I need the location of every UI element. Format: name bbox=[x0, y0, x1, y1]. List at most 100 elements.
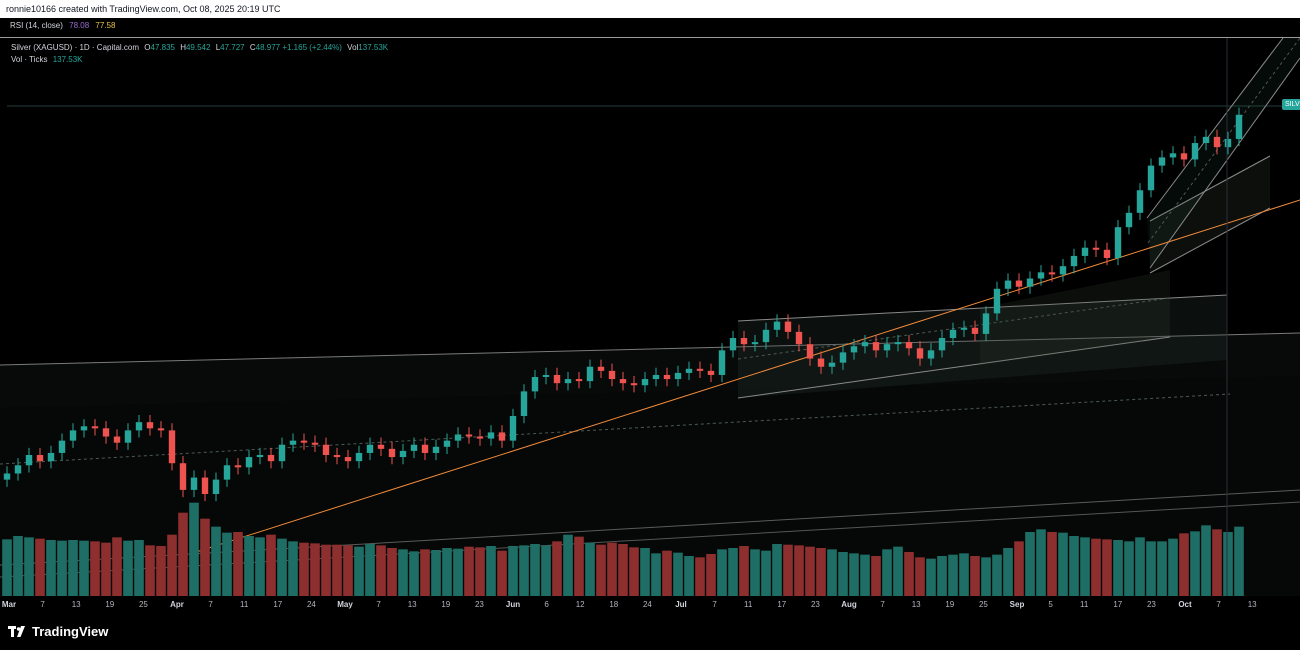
close-value: 48.977 bbox=[255, 43, 281, 52]
candle-body bbox=[663, 374, 671, 380]
candle-body bbox=[366, 444, 374, 453]
candle-body bbox=[806, 344, 814, 359]
candle-body bbox=[311, 442, 319, 445]
candle-body bbox=[14, 465, 22, 474]
volume-bar bbox=[1179, 533, 1189, 596]
candle-body bbox=[982, 313, 990, 334]
volume-bar bbox=[585, 542, 595, 596]
channel-fill bbox=[1150, 156, 1270, 273]
x-tick-label: 13 bbox=[407, 600, 417, 609]
x-tick-label: 23 bbox=[474, 600, 484, 609]
high-value: 49.542 bbox=[185, 43, 211, 52]
candle-body bbox=[861, 342, 869, 347]
candle-body bbox=[1213, 136, 1221, 148]
candle-body bbox=[300, 440, 308, 443]
volume-bar bbox=[926, 558, 936, 596]
candle-body bbox=[1136, 190, 1144, 213]
tradingview-logo-icon bbox=[8, 625, 25, 637]
channel-lower-line bbox=[1149, 57, 1300, 269]
candle-body bbox=[421, 444, 429, 453]
candle-body bbox=[135, 422, 143, 431]
candle-body bbox=[872, 342, 880, 351]
volume-bar bbox=[376, 545, 386, 596]
x-tick-label: 11 bbox=[744, 600, 753, 609]
tradingview-brand: TradingView bbox=[32, 624, 109, 639]
x-axis[interactable]: Mar 7 13 19 25 Apr 7 11 17 24 May 7 13 19 23 Jun 6 12 18 24… bbox=[0, 596, 1300, 616]
candle-body bbox=[773, 321, 781, 330]
x-tick-label: 24 bbox=[306, 600, 316, 609]
candle-body bbox=[960, 327, 968, 330]
candle-body bbox=[905, 342, 913, 349]
candle-body bbox=[652, 374, 660, 380]
volume-bar bbox=[684, 556, 694, 596]
candle-body bbox=[1004, 280, 1012, 289]
tradingview-logo[interactable]: TradingView bbox=[8, 624, 108, 639]
candle-body bbox=[553, 374, 561, 384]
x-tick-label: 17 bbox=[1113, 600, 1123, 609]
candle-body bbox=[146, 422, 154, 429]
channel-fill bbox=[980, 270, 1170, 365]
x-tick-label: 25 bbox=[138, 600, 148, 609]
volume-bar bbox=[266, 534, 276, 596]
volume-bar bbox=[662, 550, 672, 596]
candle-body bbox=[124, 430, 132, 443]
candle-body bbox=[1037, 272, 1045, 279]
vol-value: 137.53K bbox=[358, 43, 389, 52]
candle-body bbox=[168, 430, 176, 464]
price-chart[interactable] bbox=[0, 38, 1300, 596]
candle-body bbox=[674, 372, 682, 380]
symbol-label: Silver (XAGUSD) · 1D · Capital.com bbox=[11, 43, 140, 52]
candle-body bbox=[454, 434, 462, 441]
volume-bar bbox=[618, 544, 628, 596]
candle-body bbox=[102, 428, 110, 437]
candle-body bbox=[179, 463, 187, 490]
candle-body bbox=[223, 465, 231, 480]
volume-bar bbox=[574, 536, 584, 596]
rsi-label: RSI (14, close) bbox=[10, 21, 63, 30]
low-key: L bbox=[215, 43, 221, 52]
x-tick-label: 23 bbox=[810, 600, 820, 609]
volume-bar bbox=[178, 512, 188, 596]
volume-bar bbox=[607, 542, 617, 596]
volume-bar bbox=[519, 545, 529, 596]
candle-body bbox=[795, 331, 803, 345]
channel-fill bbox=[0, 376, 1300, 596]
candle-body bbox=[696, 368, 704, 371]
candle-body bbox=[432, 446, 440, 453]
candle-body bbox=[1169, 153, 1177, 158]
volume-bar bbox=[772, 544, 782, 596]
candle-body bbox=[1147, 165, 1155, 191]
candle-body bbox=[113, 436, 121, 443]
volume-bar bbox=[827, 549, 837, 596]
volume-bar bbox=[651, 553, 661, 596]
rsi-value-2: 77.58 bbox=[95, 21, 116, 30]
volume-legend-row: Vol · Ticks 137.53K bbox=[11, 54, 388, 66]
volume-bar bbox=[46, 540, 56, 596]
volume-bar bbox=[288, 541, 298, 596]
volume-bar bbox=[596, 544, 606, 596]
x-tick-label: 13 bbox=[1247, 600, 1257, 609]
volume-bar bbox=[629, 547, 639, 596]
x-tick-label: Sep bbox=[1009, 600, 1025, 609]
x-tick-label: 7 bbox=[40, 600, 45, 609]
x-tick-label: 17 bbox=[273, 600, 283, 609]
ohlc-legend-row: Silver (XAGUSD) · 1D · Capital.com O47.8… bbox=[11, 42, 388, 54]
volume-bar bbox=[673, 552, 683, 596]
x-tick-label: 13 bbox=[911, 600, 921, 609]
volume-bar bbox=[563, 534, 573, 596]
x-tick-label: May bbox=[337, 600, 353, 609]
x-tick-label: Apr bbox=[170, 600, 184, 609]
x-tick-label: 7 bbox=[712, 600, 717, 609]
x-tick-label: 19 bbox=[441, 600, 451, 609]
volume-bar bbox=[992, 554, 1002, 596]
volume-bar bbox=[57, 540, 67, 596]
volume-bar bbox=[255, 537, 265, 596]
high-key: H bbox=[180, 43, 186, 52]
open-key: O bbox=[144, 43, 151, 52]
x-tick-label: 11 bbox=[240, 600, 249, 609]
candle-body bbox=[1048, 272, 1056, 275]
candle-body bbox=[245, 457, 253, 468]
volume-bar bbox=[860, 554, 870, 596]
candle-body bbox=[1224, 138, 1232, 148]
volume-bar bbox=[145, 545, 155, 596]
